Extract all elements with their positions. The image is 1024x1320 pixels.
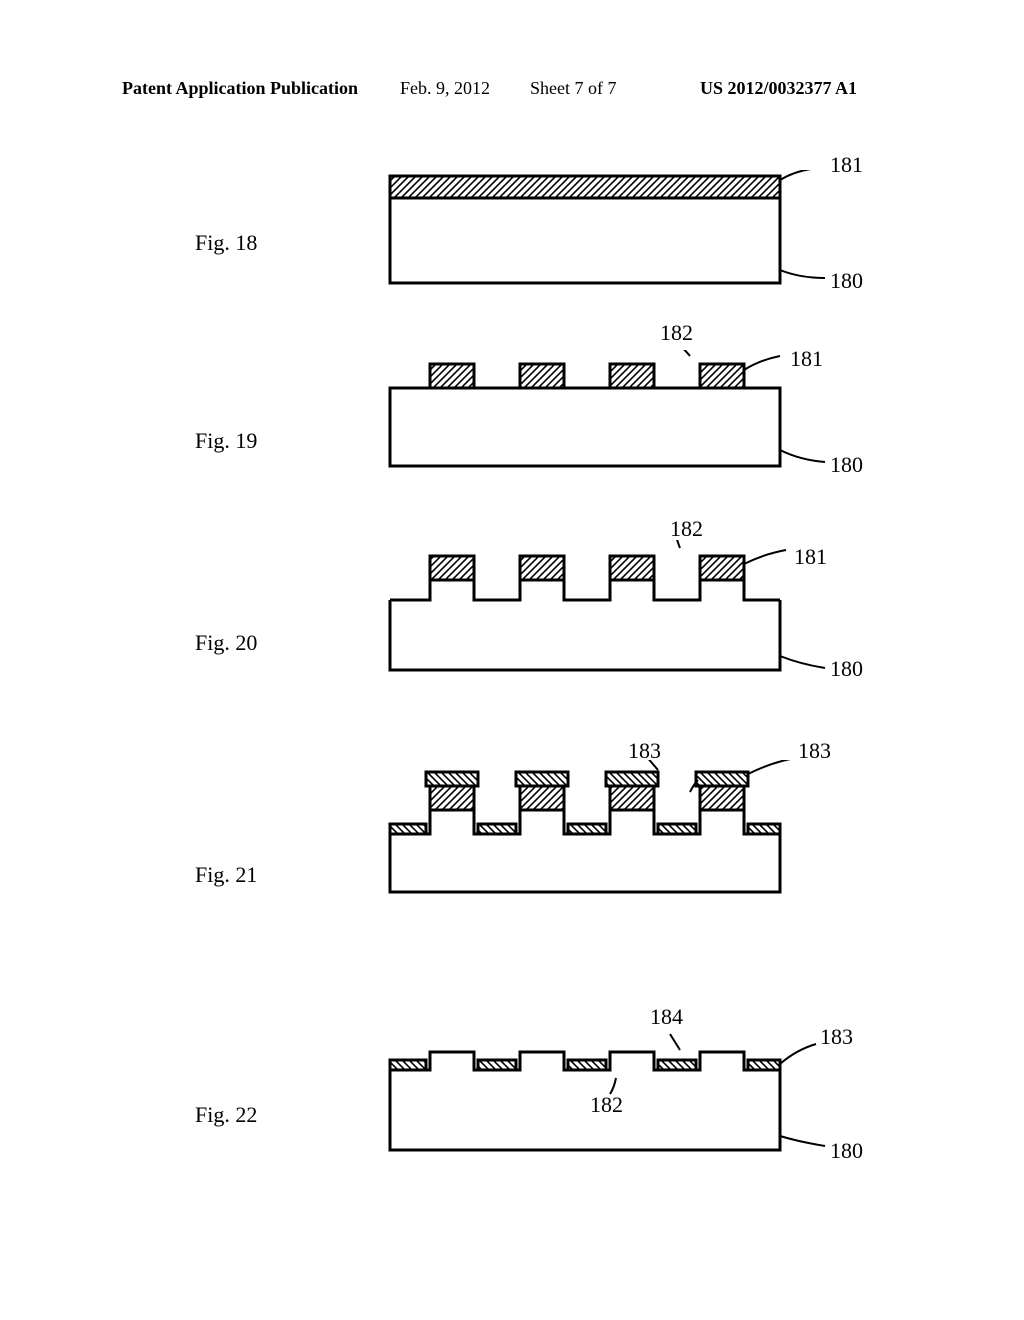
fig20-ref-180: 180 <box>830 656 863 682</box>
header-date: Feb. 9, 2012 <box>400 78 490 99</box>
fig18-label: Fig. 18 <box>195 230 257 256</box>
fig22-ref-182: 182 <box>590 1092 623 1118</box>
fig19-ref-182: 182 <box>660 320 693 346</box>
fig21-label: Fig. 21 <box>195 862 257 888</box>
header-left: Patent Application Publication <box>122 78 358 99</box>
fig18-drawing <box>380 170 860 310</box>
fig22-ref-183: 183 <box>820 1024 853 1050</box>
header-sheet: Sheet 7 of 7 <box>530 78 616 99</box>
fig19-ref-180: 180 <box>830 452 863 478</box>
fig22-ref-180: 180 <box>830 1138 863 1164</box>
fig21-ref-183a: 183 <box>628 738 661 764</box>
fig22-label: Fig. 22 <box>195 1102 257 1128</box>
fig20-drawing <box>380 540 860 700</box>
fig20-ref-182: 182 <box>670 516 703 542</box>
fig22-ref-184: 184 <box>650 1004 683 1030</box>
fig20-ref-181: 181 <box>794 544 827 570</box>
fig21-drawing <box>380 760 860 920</box>
fig18-ref-180: 180 <box>830 268 863 294</box>
fig18-ref-181: 181 <box>830 152 863 178</box>
fig19-drawing <box>380 350 860 490</box>
fig20-label: Fig. 20 <box>195 630 257 656</box>
page: Patent Application Publication Feb. 9, 2… <box>0 0 1024 1320</box>
header-pubno: US 2012/0032377 A1 <box>700 78 857 99</box>
fig19-label: Fig. 19 <box>195 428 257 454</box>
fig19-ref-181: 181 <box>790 346 823 372</box>
fig21-ref-183b: 183 <box>798 738 831 764</box>
